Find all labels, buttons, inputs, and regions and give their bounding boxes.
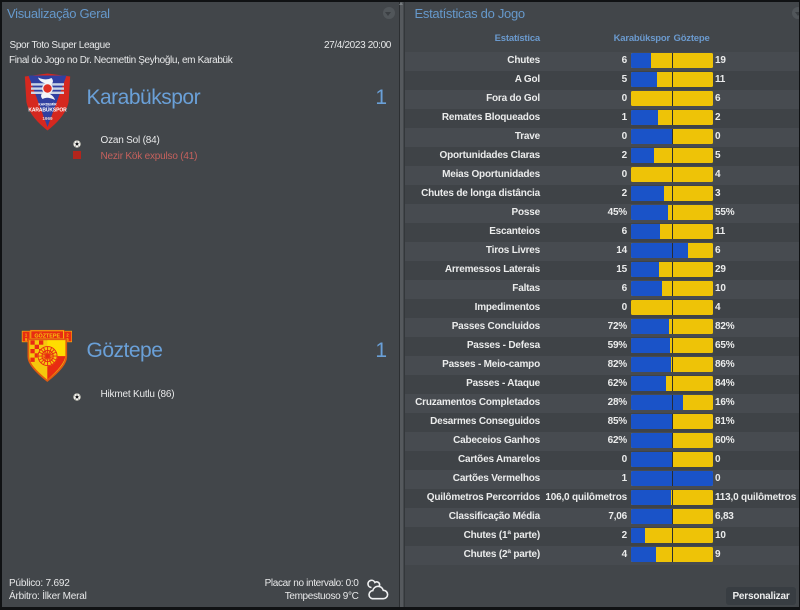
svg-text:5: 5: [66, 337, 69, 342]
svg-text:KARABÜKSPOR: KARABÜKSPOR: [28, 106, 67, 113]
svg-text:GÖZTEPE: GÖZTEPE: [34, 332, 60, 339]
svg-text:1969: 1969: [42, 116, 53, 121]
svg-text:2: 2: [66, 332, 69, 337]
svg-text:KARDEMİR: KARDEMİR: [38, 102, 57, 106]
svg-text:9: 9: [24, 337, 27, 342]
svg-text:1: 1: [24, 332, 27, 337]
